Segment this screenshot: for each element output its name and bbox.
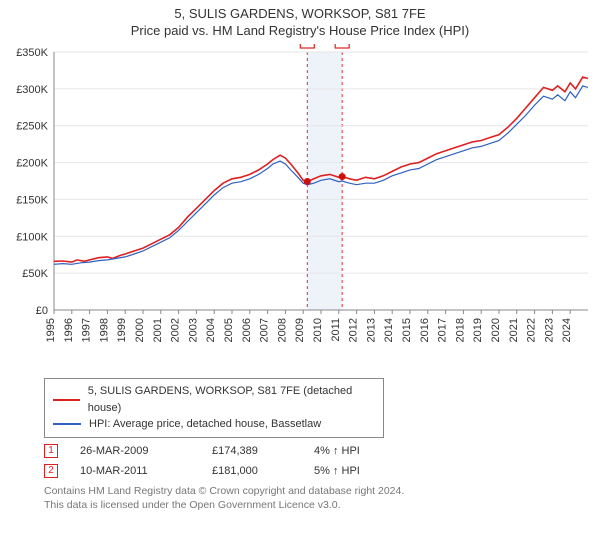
svg-text:1995: 1995 [45, 318, 57, 342]
svg-text:2007: 2007 [259, 318, 271, 342]
svg-text:1996: 1996 [63, 318, 75, 342]
svg-text:2014: 2014 [383, 318, 395, 342]
svg-text:£300K: £300K [16, 84, 48, 96]
svg-text:2010: 2010 [312, 318, 324, 342]
svg-text:£250K: £250K [16, 121, 48, 133]
svg-text:2000: 2000 [134, 318, 146, 342]
svg-text:2019: 2019 [472, 318, 484, 342]
svg-text:2022: 2022 [526, 318, 538, 342]
svg-text:£0: £0 [36, 305, 48, 317]
svg-text:2018: 2018 [454, 318, 466, 342]
svg-text:1: 1 [305, 44, 311, 47]
sale-diff: 4% ↑ HPI [314, 445, 404, 457]
sale-marker-1: 1 [44, 444, 58, 458]
sale-row: 2 10-MAR-2011 £181,000 5% ↑ HPI [44, 464, 600, 478]
legend-swatch-blue [53, 423, 81, 425]
svg-text:2015: 2015 [401, 318, 413, 342]
svg-text:2009: 2009 [294, 318, 306, 342]
svg-text:2013: 2013 [365, 318, 377, 342]
sale-date: 10-MAR-2011 [80, 465, 190, 477]
svg-text:1998: 1998 [98, 318, 110, 342]
svg-text:2012: 2012 [348, 318, 360, 342]
legend-item-hpi: HPI: Average price, detached house, Bass… [53, 416, 375, 433]
svg-text:2016: 2016 [419, 318, 431, 342]
sale-diff: 5% ↑ HPI [314, 465, 404, 477]
svg-text:£50K: £50K [22, 268, 48, 280]
svg-text:2002: 2002 [170, 318, 182, 342]
svg-text:1997: 1997 [81, 318, 93, 342]
chart-legend: 5, SULIS GARDENS, WORKSOP, S81 7FE (deta… [44, 378, 384, 438]
svg-text:2004: 2004 [205, 318, 217, 342]
footer-line: This data is licensed under the Open Gov… [44, 498, 580, 512]
svg-text:2023: 2023 [543, 318, 555, 342]
sales-table: 1 26-MAR-2009 £174,389 4% ↑ HPI 2 10-MAR… [44, 444, 600, 478]
svg-text:2011: 2011 [330, 318, 342, 342]
svg-text:2021: 2021 [508, 318, 520, 342]
chart-title-address: 5, SULIS GARDENS, WORKSOP, S81 7FE [0, 6, 600, 21]
svg-text:£350K: £350K [16, 47, 48, 59]
svg-text:2005: 2005 [223, 318, 235, 342]
svg-text:2024: 2024 [561, 318, 573, 342]
svg-text:1999: 1999 [116, 318, 128, 342]
legend-swatch-red [53, 399, 80, 401]
svg-text:2003: 2003 [187, 318, 199, 342]
svg-text:£200K: £200K [16, 158, 48, 170]
svg-text:2020: 2020 [490, 318, 502, 342]
attribution-footer: Contains HM Land Registry data © Crown c… [44, 484, 580, 512]
svg-text:£100K: £100K [16, 231, 48, 243]
sale-marker-2: 2 [44, 464, 58, 478]
svg-text:2001: 2001 [152, 318, 164, 342]
sale-price: £181,000 [212, 465, 292, 477]
svg-text:2006: 2006 [241, 318, 253, 342]
legend-label: 5, SULIS GARDENS, WORKSOP, S81 7FE (deta… [88, 383, 375, 416]
legend-label: HPI: Average price, detached house, Bass… [89, 416, 321, 433]
sale-date: 26-MAR-2009 [80, 445, 190, 457]
sale-price: £174,389 [212, 445, 292, 457]
svg-text:£150K: £150K [16, 194, 48, 206]
price-chart: £0 £50K £100K £150K £200K £250K £300K £350K 1995… [0, 44, 600, 374]
svg-text:2008: 2008 [276, 318, 288, 342]
sale-row: 1 26-MAR-2009 £174,389 4% ↑ HPI [44, 444, 600, 458]
svg-text:2: 2 [339, 44, 345, 47]
footer-line: Contains HM Land Registry data © Crown c… [44, 484, 580, 498]
svg-text:2017: 2017 [437, 318, 449, 342]
chart-title-subtitle: Price paid vs. HM Land Registry's House … [0, 23, 600, 38]
legend-item-property: 5, SULIS GARDENS, WORKSOP, S81 7FE (deta… [53, 383, 375, 416]
